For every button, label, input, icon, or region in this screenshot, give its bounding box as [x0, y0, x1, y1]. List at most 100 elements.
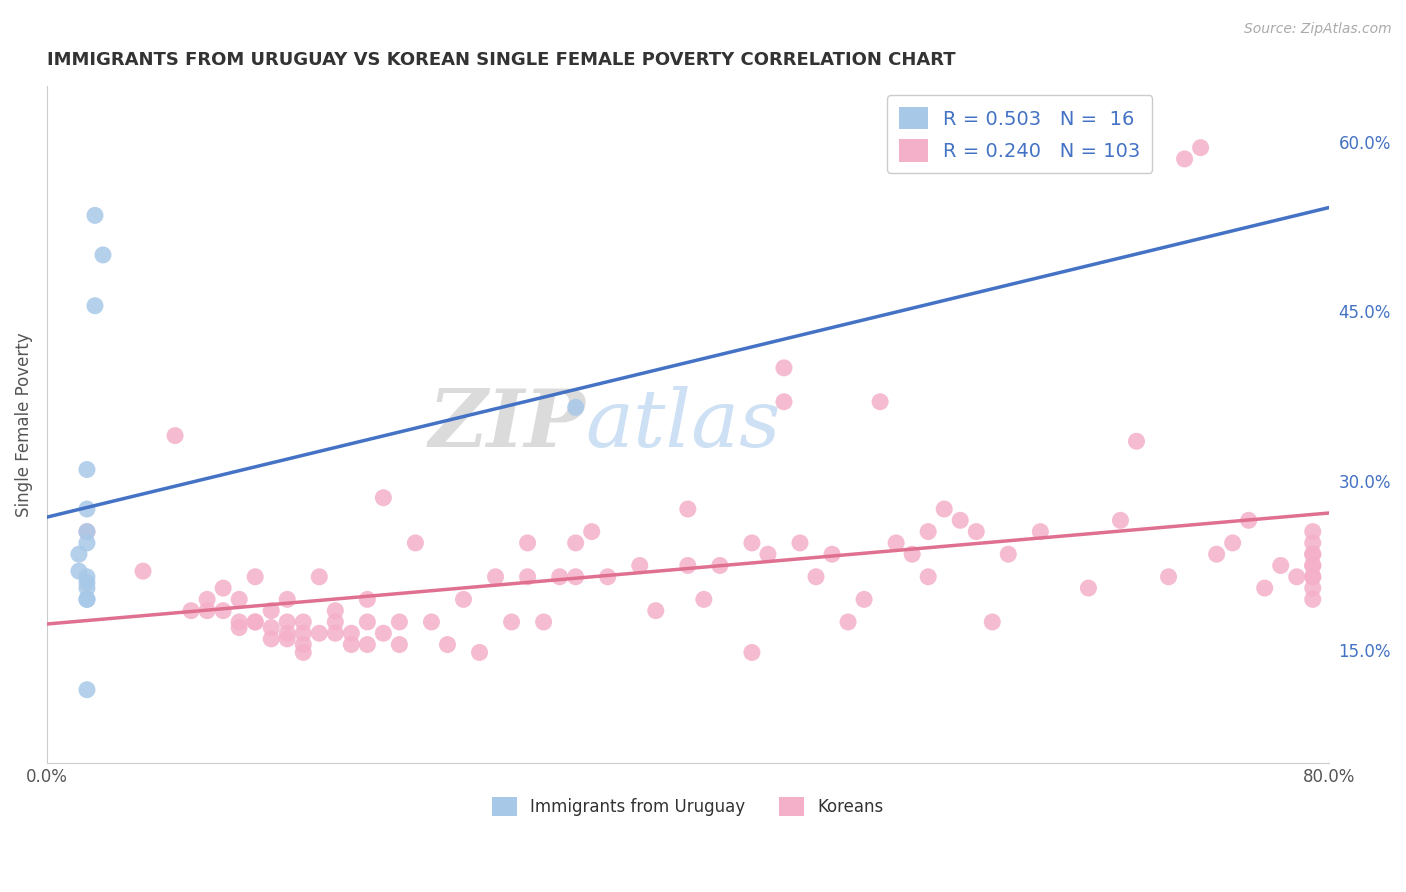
Point	[1077, 581, 1099, 595]
Point	[228, 621, 250, 635]
Point	[76, 581, 98, 595]
Point	[869, 394, 891, 409]
Point	[76, 502, 98, 516]
Point	[76, 682, 98, 697]
Point	[981, 615, 1004, 629]
Y-axis label: Single Female Poverty: Single Female Poverty	[15, 332, 32, 516]
Point	[260, 632, 283, 646]
Point	[212, 581, 235, 595]
Point	[180, 604, 202, 618]
Point	[949, 513, 972, 527]
Point	[76, 592, 98, 607]
Point	[323, 604, 346, 618]
Point	[195, 604, 218, 618]
Point	[323, 615, 346, 629]
Text: ZIP: ZIP	[429, 385, 585, 463]
Point	[516, 536, 538, 550]
Point	[1302, 558, 1324, 573]
Point	[260, 621, 283, 635]
Point	[373, 491, 395, 505]
Point	[323, 626, 346, 640]
Point	[245, 570, 267, 584]
Point	[67, 547, 90, 561]
Point	[1222, 536, 1244, 550]
Point	[741, 645, 763, 659]
Point	[91, 248, 114, 262]
Point	[596, 570, 619, 584]
Point	[997, 547, 1019, 561]
Point	[76, 524, 98, 539]
Point	[1174, 152, 1197, 166]
Point	[404, 536, 426, 550]
Point	[84, 299, 107, 313]
Point	[453, 592, 475, 607]
Point	[76, 524, 98, 539]
Point	[292, 615, 315, 629]
Point	[1302, 524, 1324, 539]
Point	[676, 558, 699, 573]
Point	[388, 638, 411, 652]
Point	[676, 502, 699, 516]
Point	[1253, 581, 1275, 595]
Point	[884, 536, 907, 550]
Point	[76, 536, 98, 550]
Point	[709, 558, 731, 573]
Point	[1302, 581, 1324, 595]
Point	[276, 592, 298, 607]
Text: atlas: atlas	[585, 385, 780, 463]
Point	[821, 547, 844, 561]
Point	[756, 547, 779, 561]
Point	[773, 360, 796, 375]
Point	[228, 592, 250, 607]
Point	[901, 547, 924, 561]
Point	[420, 615, 443, 629]
Point	[67, 564, 90, 578]
Point	[1302, 547, 1324, 561]
Legend: Immigrants from Uruguay, Koreans: Immigrants from Uruguay, Koreans	[485, 790, 890, 822]
Point	[76, 570, 98, 584]
Point	[388, 615, 411, 629]
Point	[1109, 513, 1132, 527]
Point	[548, 570, 571, 584]
Point	[837, 615, 859, 629]
Point	[564, 536, 586, 550]
Point	[564, 401, 586, 415]
Point	[644, 604, 666, 618]
Point	[165, 428, 187, 442]
Point	[356, 592, 378, 607]
Point	[292, 626, 315, 640]
Point	[1189, 141, 1212, 155]
Point	[1237, 513, 1260, 527]
Point	[84, 208, 107, 222]
Point	[1285, 570, 1308, 584]
Point	[245, 615, 267, 629]
Point	[773, 394, 796, 409]
Point	[628, 558, 651, 573]
Point	[1157, 570, 1180, 584]
Text: Source: ZipAtlas.com: Source: ZipAtlas.com	[1244, 22, 1392, 37]
Point	[564, 570, 586, 584]
Point	[1302, 558, 1324, 573]
Point	[1205, 547, 1227, 561]
Point	[276, 632, 298, 646]
Point	[1302, 570, 1324, 584]
Point	[853, 592, 876, 607]
Point	[340, 638, 363, 652]
Point	[1302, 570, 1324, 584]
Point	[789, 536, 811, 550]
Point	[484, 570, 506, 584]
Point	[1125, 434, 1147, 449]
Point	[693, 592, 716, 607]
Point	[292, 645, 315, 659]
Point	[76, 462, 98, 476]
Point	[501, 615, 523, 629]
Point	[228, 615, 250, 629]
Point	[308, 626, 330, 640]
Point	[533, 615, 555, 629]
Point	[1302, 536, 1324, 550]
Point	[276, 615, 298, 629]
Point	[245, 615, 267, 629]
Point	[76, 592, 98, 607]
Point	[741, 536, 763, 550]
Point	[436, 638, 458, 652]
